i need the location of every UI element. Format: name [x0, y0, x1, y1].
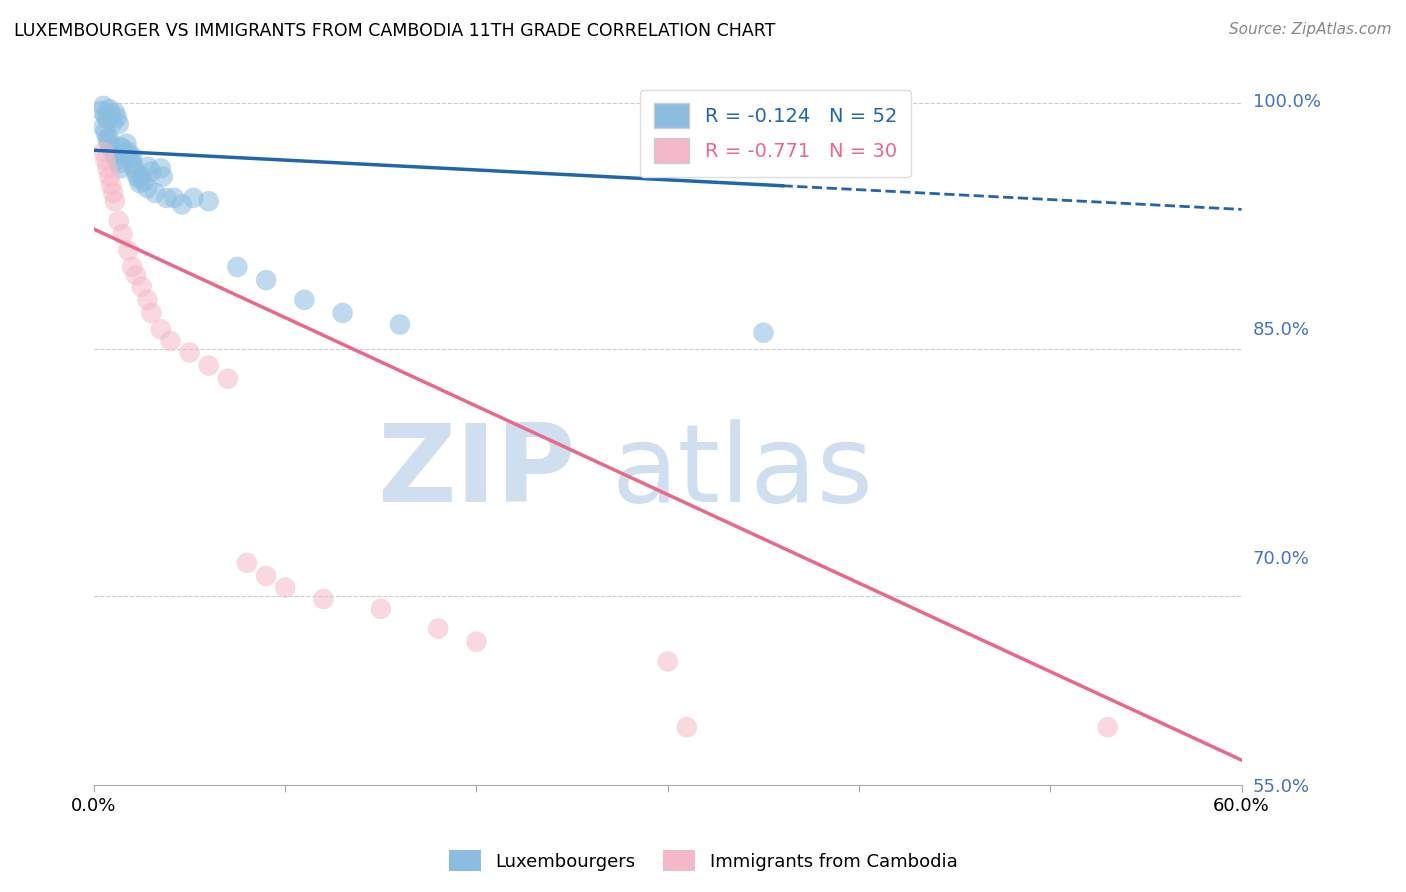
Point: [98, 136, 121, 151]
Point: [94, 153, 117, 167]
Text: Source: ZipAtlas.com: Source: ZipAtlas.com: [1229, 22, 1392, 37]
Point: [183, 191, 205, 205]
Point: [96, 132, 118, 146]
Point: [121, 260, 143, 274]
Point: [96, 161, 118, 176]
Point: [141, 306, 163, 320]
Point: [111, 142, 134, 156]
Point: [136, 181, 159, 195]
Point: [143, 186, 166, 200]
Point: [752, 326, 775, 340]
Point: [125, 166, 148, 180]
Point: [131, 279, 153, 293]
Point: [98, 102, 121, 116]
Point: [131, 169, 153, 184]
Point: [94, 125, 117, 139]
Point: [121, 150, 143, 164]
Point: [149, 161, 172, 176]
Point: [100, 107, 122, 121]
Point: [676, 720, 699, 734]
Point: [197, 194, 219, 209]
Point: [217, 372, 239, 386]
Point: [120, 152, 142, 166]
Point: [96, 112, 118, 126]
Point: [110, 161, 132, 176]
Point: [128, 176, 150, 190]
Point: [170, 197, 193, 211]
Point: [104, 194, 127, 209]
Point: [152, 169, 174, 184]
Point: [226, 260, 249, 274]
Point: [149, 322, 172, 336]
Point: [254, 569, 277, 583]
Text: LUXEMBOURGER VS IMMIGRANTS FROM CAMBODIA 11TH GRADE CORRELATION CHART: LUXEMBOURGER VS IMMIGRANTS FROM CAMBODIA…: [14, 22, 776, 40]
Point: [136, 160, 159, 174]
Point: [105, 153, 128, 167]
Point: [312, 592, 335, 607]
Point: [105, 111, 128, 125]
Point: [197, 359, 219, 373]
Point: [156, 191, 179, 205]
Point: [107, 214, 129, 228]
Point: [141, 164, 163, 178]
Point: [104, 148, 127, 162]
Point: [121, 156, 143, 170]
Text: ZIP: ZIP: [377, 418, 576, 524]
Legend: R = -0.124   N = 52, R = -0.771   N = 30: R = -0.124 N = 52, R = -0.771 N = 30: [640, 90, 911, 177]
Point: [98, 132, 121, 146]
Point: [98, 169, 121, 184]
Text: atlas: atlas: [612, 418, 873, 524]
Point: [107, 117, 129, 131]
Point: [104, 105, 127, 120]
Point: [657, 655, 679, 669]
Point: [388, 318, 411, 332]
Point: [94, 109, 117, 123]
Point: [114, 148, 136, 162]
Point: [254, 273, 277, 287]
Point: [236, 556, 259, 570]
Point: [179, 345, 201, 359]
Legend: Luxembourgers, Immigrants from Cambodia: Luxembourgers, Immigrants from Cambodia: [441, 843, 965, 879]
Point: [93, 120, 115, 135]
Point: [1097, 720, 1119, 734]
Point: [163, 191, 186, 205]
Point: [122, 161, 145, 176]
Point: [274, 581, 297, 595]
Point: [117, 145, 139, 159]
Point: [93, 99, 115, 113]
Point: [132, 174, 155, 188]
Point: [127, 171, 149, 186]
Point: [115, 136, 138, 151]
Point: [93, 145, 115, 159]
Point: [111, 227, 134, 241]
Point: [370, 602, 392, 616]
Point: [101, 145, 124, 159]
Point: [465, 634, 488, 648]
Point: [101, 186, 124, 200]
Point: [100, 178, 122, 192]
Point: [427, 622, 450, 636]
Point: [100, 142, 122, 156]
Point: [101, 115, 124, 129]
Point: [125, 268, 148, 282]
Point: [117, 244, 139, 258]
Point: [136, 293, 159, 307]
Point: [292, 293, 315, 307]
Point: [107, 156, 129, 170]
Point: [159, 334, 181, 348]
Point: [90, 103, 112, 118]
Point: [332, 306, 354, 320]
Point: [110, 140, 132, 154]
